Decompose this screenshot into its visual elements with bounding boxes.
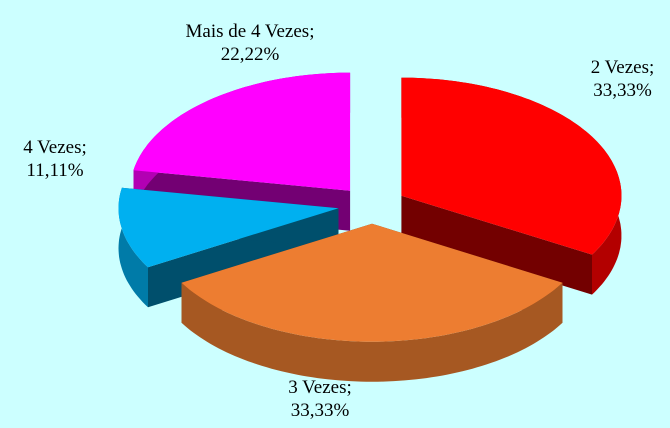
label-value: 33,33% — [593, 80, 652, 101]
slice-wall — [118, 187, 148, 308]
label-separator: ; — [346, 377, 352, 398]
label-separator: ; — [81, 137, 87, 158]
label-value: 11,11% — [26, 160, 84, 181]
data-label: 2 Vezes; 33,33% — [575, 56, 670, 102]
data-label: 4 Vezes; 11,11% — [0, 136, 110, 182]
label-category: Mais de 4 Vezes — [185, 21, 310, 42]
label-category: 3 Vezes — [288, 377, 347, 398]
slice-side — [401, 195, 592, 295]
slice-wall — [181, 282, 563, 382]
label-separator: ; — [648, 57, 655, 78]
label-category: 4 Vezes — [23, 137, 82, 158]
slice — [118, 187, 339, 268]
data-label: 3 Vezes; 33,33% — [265, 376, 375, 422]
slice — [401, 77, 622, 255]
label-separator: ; — [309, 21, 315, 42]
label-value: 33,33% — [290, 400, 350, 421]
data-label: Mais de 4 Vezes; 22,22% — [160, 20, 340, 66]
label-category: 2 Vezes — [590, 57, 649, 78]
label-value: 22,22% — [220, 44, 280, 65]
slice — [133, 72, 351, 191]
slice — [181, 223, 563, 342]
